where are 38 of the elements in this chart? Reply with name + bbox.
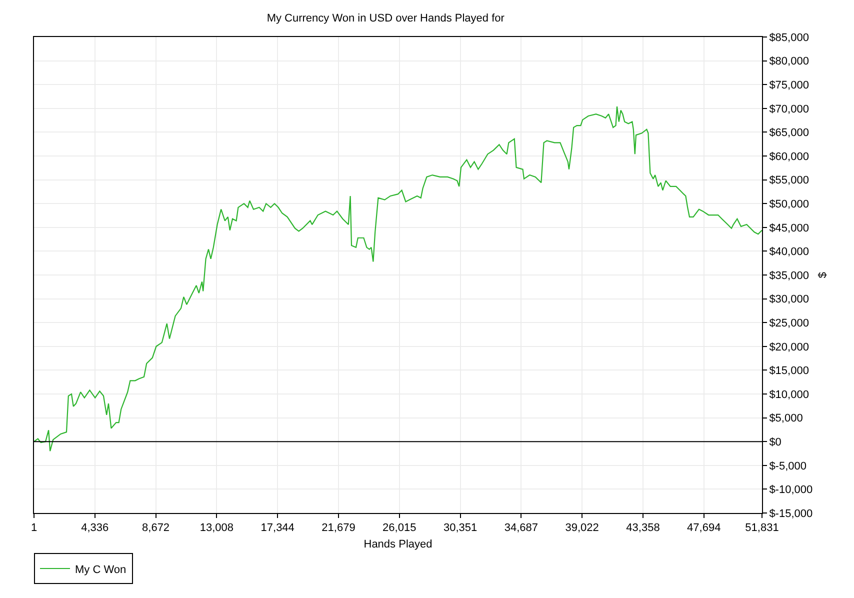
legend-label: My C Won [75, 564, 126, 576]
x-tick-label: 51,831 [745, 522, 779, 534]
x-tick-label: 13,008 [200, 522, 234, 534]
x-tick-label: 17,344 [260, 522, 294, 534]
y-tick-label: $-10,000 [769, 484, 813, 496]
y-tick-label: $15,000 [769, 365, 809, 378]
x-tick-label: 21,679 [322, 522, 356, 534]
y-tick-label: $5,000 [769, 412, 803, 425]
y-tick-label: $60,000 [769, 150, 809, 163]
y-tick-label: $25,000 [769, 317, 809, 330]
x-axis-title: Hands Played [364, 538, 432, 550]
x-tick-label: 43,358 [626, 522, 660, 534]
x-tick-label: 47,694 [687, 522, 721, 534]
y-axis-title: $ [816, 272, 829, 278]
y-tick-label: $45,000 [769, 222, 809, 234]
y-tick-label: $65,000 [769, 127, 809, 140]
x-tick-label: 34,687 [504, 522, 538, 534]
y-tick-label: $0 [769, 436, 782, 448]
x-tick-label: 39,022 [565, 522, 599, 534]
y-tick-label: $40,000 [769, 246, 809, 258]
y-tick-label: $80,000 [769, 56, 809, 68]
y-tick-label: $10,000 [769, 388, 809, 401]
y-tick-label: $70,000 [769, 103, 809, 116]
x-tick-label: 30,351 [443, 522, 478, 534]
x-tick-label: 26,015 [382, 522, 416, 534]
y-tick-label: $85,000 [769, 32, 809, 44]
y-tick-label: $35,000 [769, 270, 809, 282]
y-tick-label: $50,000 [769, 198, 809, 210]
y-tick-label: $20,000 [769, 341, 809, 354]
y-tick-label: $-15,000 [769, 508, 813, 520]
x-tick-label: 4,336 [81, 522, 109, 534]
y-tick-label: $55,000 [769, 174, 809, 187]
y-tick-label: $-5,000 [769, 460, 807, 472]
x-tick-label: 8,672 [142, 522, 170, 534]
y-tick-label: $30,000 [769, 294, 809, 306]
x-tick-label: 1 [30, 522, 38, 534]
y-tick-label: $75,000 [769, 79, 809, 92]
chart-title: My Currency Won in USD over Hands Played for [266, 12, 505, 25]
